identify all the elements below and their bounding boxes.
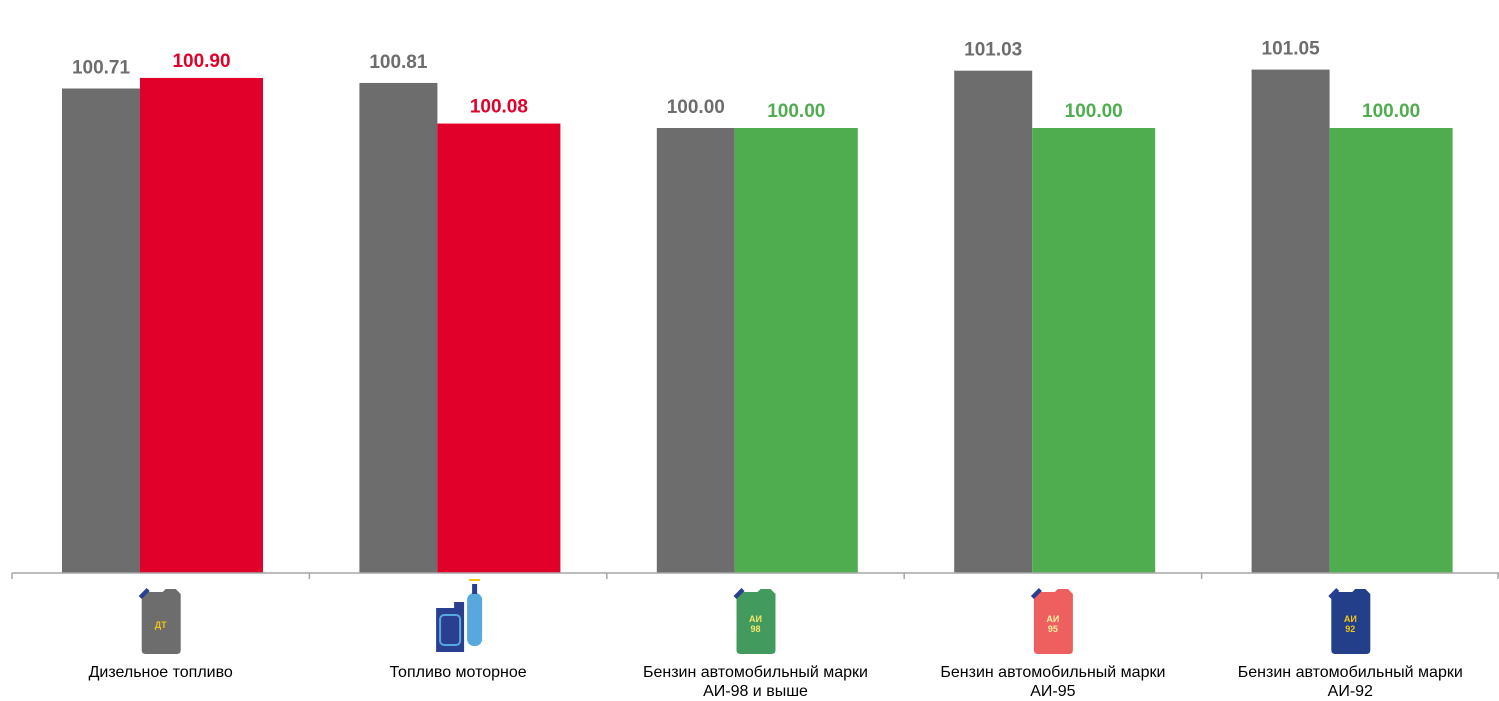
- motor-fuel-canister-icon: [436, 579, 483, 652]
- value-label-series1-1: 100.81: [369, 52, 428, 73]
- bar-series2-2: [734, 128, 858, 573]
- x-axis: [11, 572, 1499, 579]
- icon-text-4-0: АИ: [1344, 614, 1357, 624]
- bar-series2-4: [1329, 128, 1453, 573]
- bar-series2-3: [1032, 128, 1156, 573]
- bar-series2-1: [437, 123, 561, 574]
- value-label-series2-4: 100.00: [1362, 101, 1420, 122]
- category-label-4-line2: АИ-92: [1328, 683, 1373, 700]
- value-label-series1-0: 100.71: [72, 58, 131, 79]
- value-label-series2-3: 100.00: [1065, 101, 1123, 122]
- bar-series2-0: [140, 77, 263, 573]
- icon-text-4-1: 92: [1345, 624, 1355, 634]
- category-label-0: Дизельное топливо: [89, 664, 233, 681]
- icon-text-0-0: ДТ: [155, 620, 167, 630]
- icon-text-2-0: АИ: [749, 614, 762, 624]
- icon-text-3-1: 95: [1048, 624, 1058, 634]
- diesel-canister-icon: ДТ: [138, 588, 181, 654]
- value-labels-layer: 100.71 100.90 100.81 100.08 100.00 100.00 101.…: [72, 39, 1420, 122]
- bars-layer: [62, 69, 1453, 574]
- bar-series1-2: [656, 128, 735, 573]
- icon-text-3-0: АИ: [1046, 614, 1059, 624]
- category-labels-layer: Дизельное топливо Топливо моторное Бензин …: [89, 664, 1463, 700]
- bar-series1-1: [359, 82, 438, 573]
- value-label-series2-1: 100.08: [470, 97, 528, 118]
- value-label-series1-3: 101.03: [964, 40, 1022, 61]
- bar-series1-0: [62, 88, 140, 573]
- value-label-series1-2: 100.00: [667, 97, 725, 118]
- category-label-2: Бензин автомобильный марки: [643, 664, 868, 681]
- icon-text-2-1: 98: [750, 624, 760, 634]
- category-label-3: Бензин автомобильный марки: [940, 664, 1165, 681]
- bar-series1-3: [954, 70, 1033, 574]
- value-label-series1-4: 101.05: [1262, 39, 1321, 60]
- category-label-2-line2: АИ-98 и выше: [703, 683, 808, 700]
- category-label-4: Бензин автомобильный марки: [1238, 664, 1463, 681]
- bar-series1-4: [1251, 69, 1330, 573]
- category-label-1: Топливо моторное: [390, 664, 527, 681]
- value-label-series2-0: 100.90: [172, 51, 230, 72]
- category-label-3-line2: АИ-95: [1030, 683, 1075, 700]
- value-label-series2-2: 100.00: [767, 101, 825, 122]
